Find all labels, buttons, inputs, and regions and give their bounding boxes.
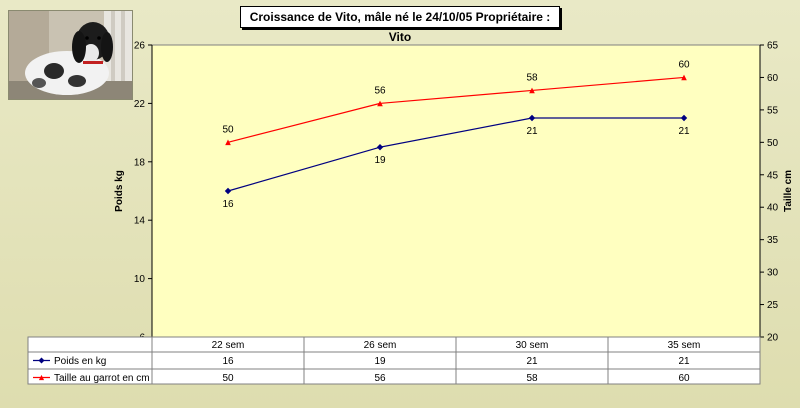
x-tick-label: 26 sem: [364, 340, 397, 351]
legend-label: Poids en kg: [54, 356, 106, 367]
table-value: 19: [374, 356, 386, 367]
y-tick-label-right: 65: [767, 41, 779, 52]
data-label: 58: [526, 72, 538, 83]
data-label: 16: [222, 199, 234, 210]
data-point: [529, 87, 535, 94]
x-tick-label: 35 sem: [668, 340, 701, 351]
dog-photo: [8, 10, 133, 100]
legend-label: Taille au garrot en cm: [54, 373, 150, 384]
data-point: [680, 114, 688, 122]
data-label: 19: [374, 155, 386, 166]
legend-marker: [38, 374, 45, 381]
legend-marker: [38, 357, 45, 364]
y-tick-label-left: 18: [134, 157, 146, 168]
table-value: 58: [526, 373, 538, 384]
y-tick-label-right: 25: [767, 300, 779, 311]
y-tick-label-right: 60: [767, 73, 779, 84]
y-tick-label-right: 30: [767, 268, 779, 279]
table-value: 21: [678, 356, 690, 367]
y-axis-title-right: Taille cm: [783, 170, 794, 212]
table-value: 16: [222, 356, 234, 367]
data-label: 21: [678, 126, 690, 137]
data-label: 60: [678, 59, 690, 70]
y-tick-label-right: 50: [767, 138, 779, 149]
table-value: 60: [678, 373, 690, 384]
series-line: [227, 76, 685, 143]
data-label: 56: [374, 85, 386, 96]
data-point: [377, 100, 383, 107]
data-point: [376, 144, 384, 151]
data-point: [528, 114, 536, 122]
y-axis-title-left: Poids kg: [114, 170, 125, 212]
y-tick-label-left: 26: [134, 41, 146, 52]
data-label: 50: [222, 124, 234, 135]
y-tick-label-right: 20: [767, 333, 779, 344]
table-value: 56: [374, 373, 386, 384]
plot-area: [151, 44, 761, 338]
y-tick-label-right: 35: [767, 235, 779, 246]
data-label: 21: [526, 126, 538, 137]
table-value: 21: [526, 356, 538, 367]
y-tick-label-left: 10: [134, 274, 146, 285]
data-point: [225, 139, 231, 146]
x-tick-label: 22 sem: [212, 340, 245, 351]
data-table: [27, 336, 761, 385]
y-tick-label-right: 55: [767, 105, 779, 116]
chart-title: Croissance de Vito, mâle né le 24/10/05 …: [240, 6, 560, 44]
dog-picture: [9, 11, 132, 99]
y-tick-label-left: 14: [134, 216, 146, 227]
x-tick-label: 30 sem: [516, 340, 549, 351]
y-tick-label-left: 22: [134, 99, 146, 110]
series-line: [227, 117, 684, 192]
data-point: [681, 74, 687, 81]
data-point: [224, 187, 232, 195]
table-value: 50: [222, 373, 234, 384]
y-tick-label-right: 45: [767, 170, 779, 181]
y-tick-label-right: 40: [767, 203, 779, 214]
